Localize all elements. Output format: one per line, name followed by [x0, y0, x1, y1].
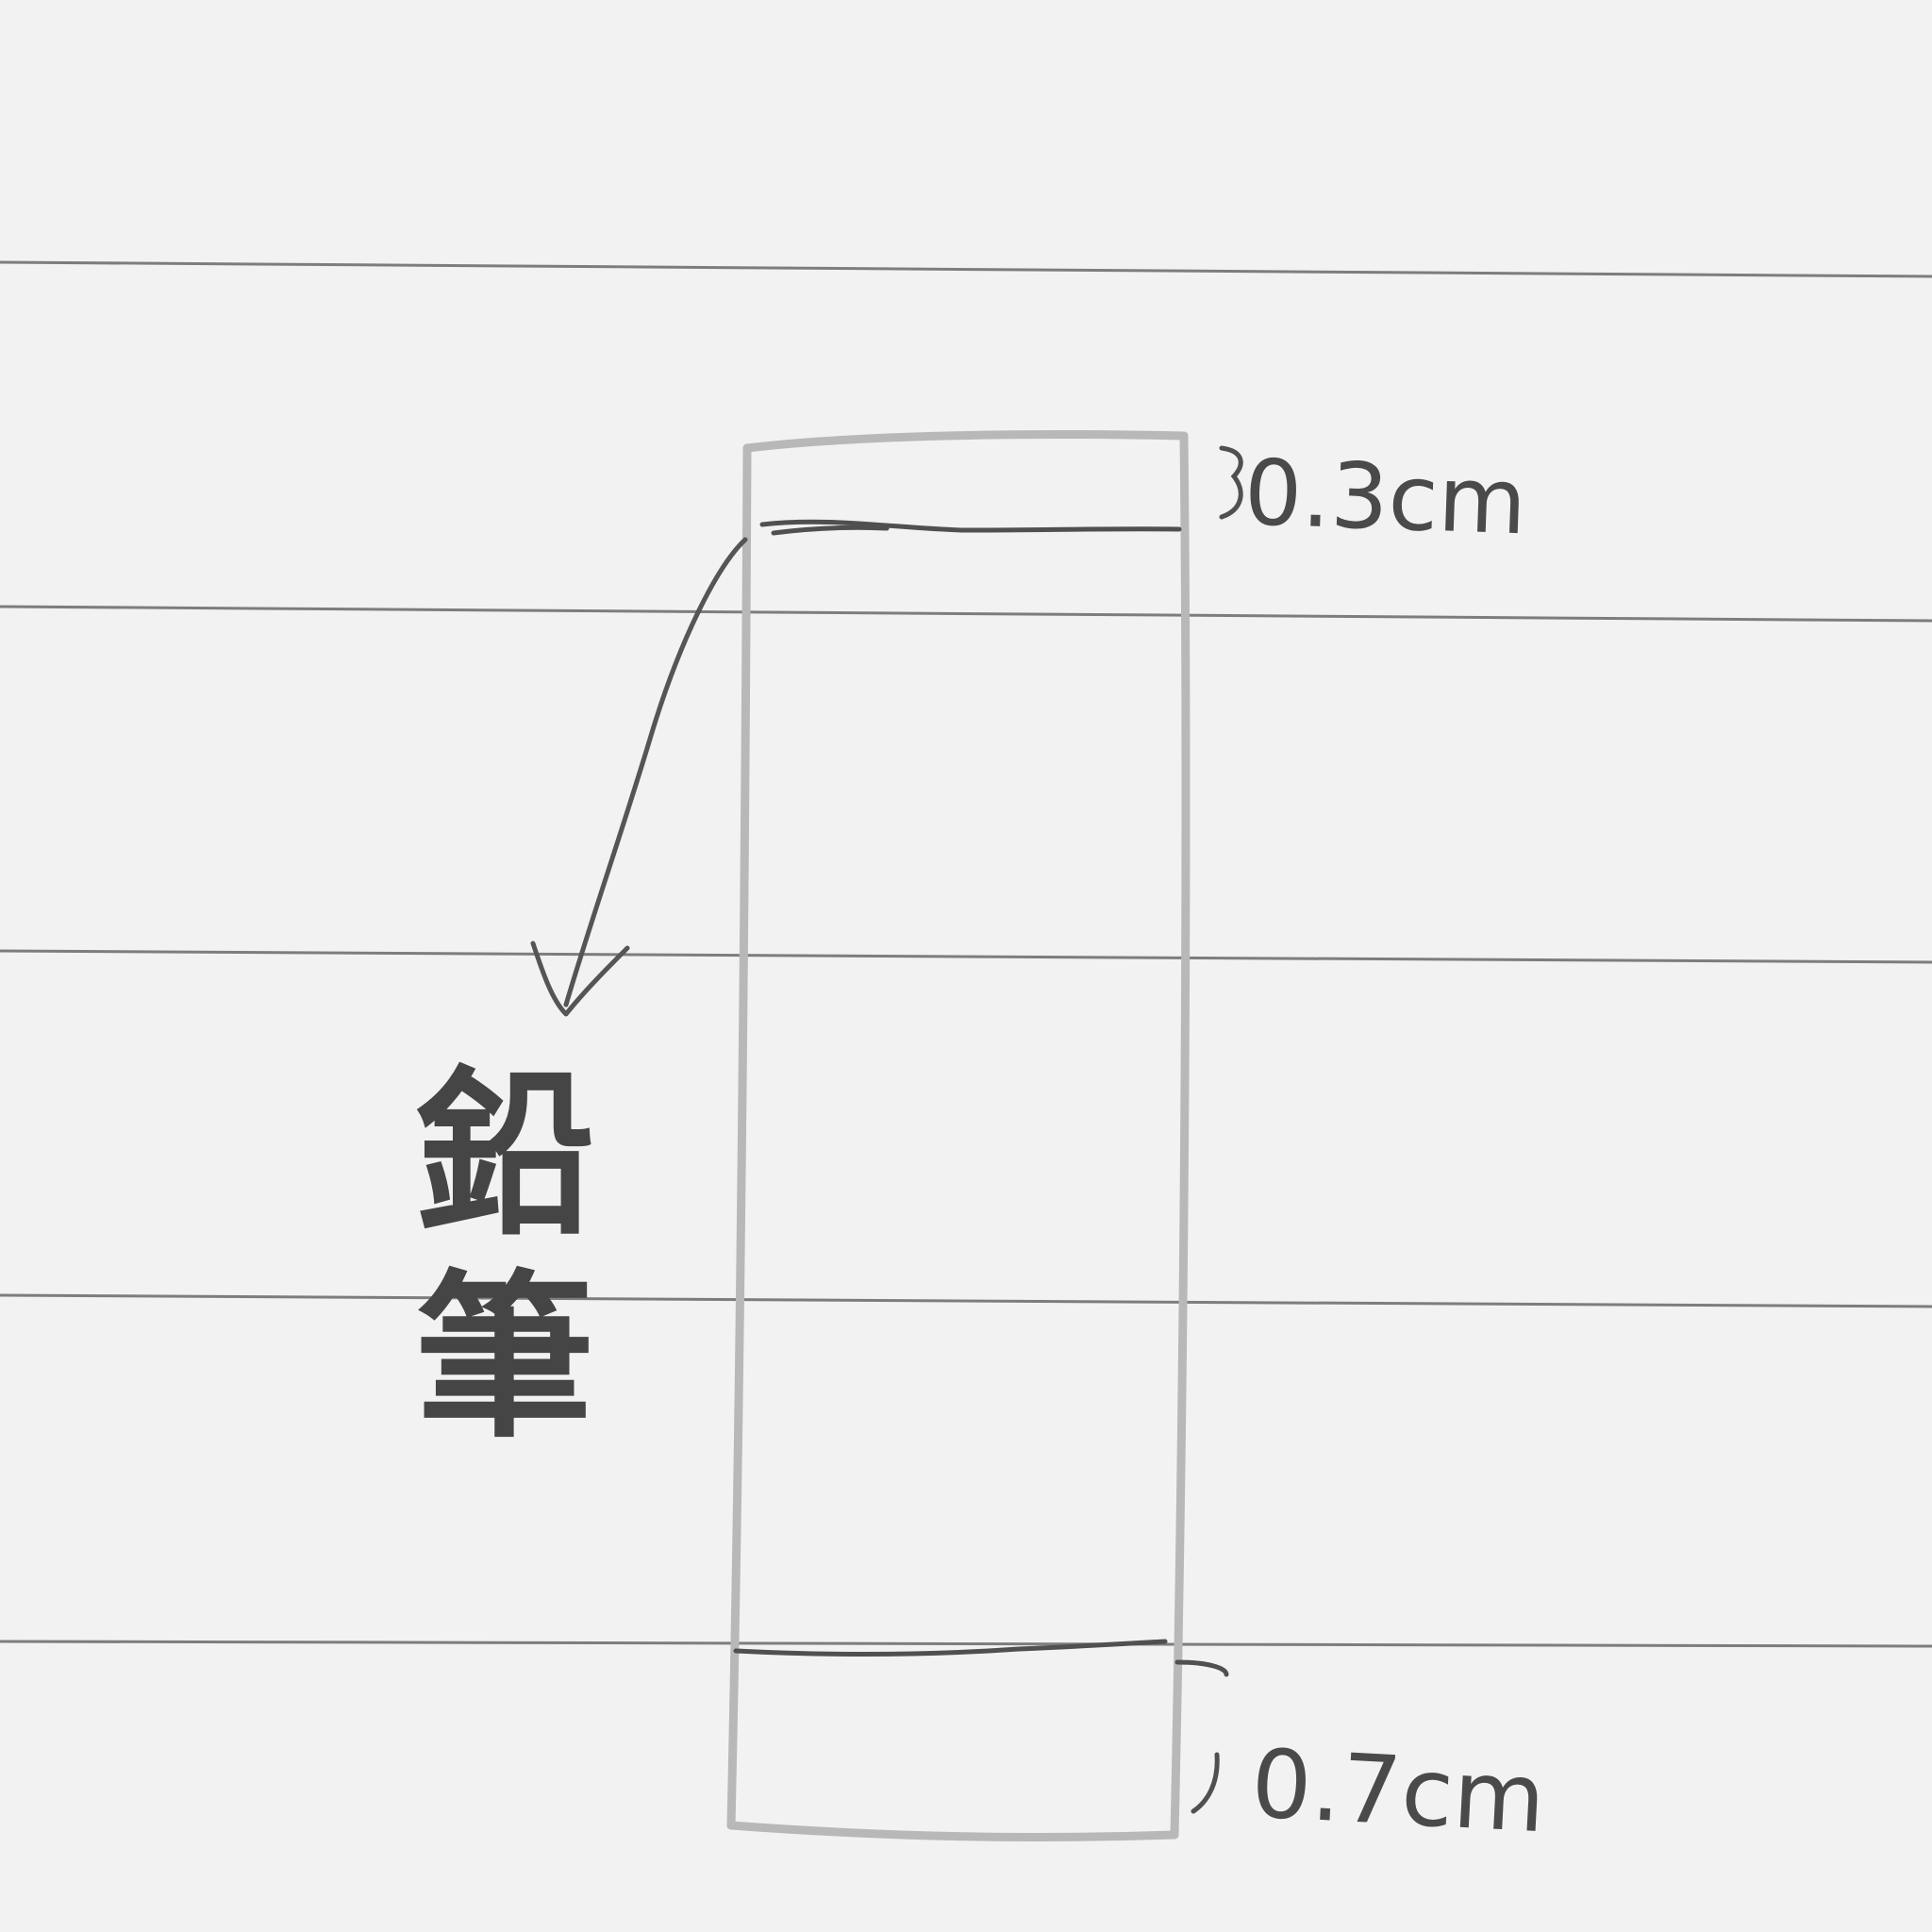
top-division-line [759, 519, 1182, 533]
top-bracket [1219, 445, 1243, 520]
ruled-line [0, 1293, 1932, 1308]
ruled-line [0, 605, 1932, 623]
bottom-dimension-label: 0.7cm [1249, 1728, 1548, 1854]
pencil-outline [726, 430, 1191, 1842]
ruled-line [0, 949, 1932, 964]
top-dimension-label: 0.3cm [1242, 440, 1528, 555]
arrow-shaft [563, 537, 748, 1008]
bottom-division-line [733, 1639, 1168, 1657]
bottom-bracket [1174, 1659, 1229, 1814]
ruled-line [0, 260, 1932, 278]
top-division-stroke [771, 525, 890, 536]
pencil-left-edge [726, 443, 752, 1830]
ruled-line [0, 1640, 1932, 1648]
pencil-label-char-1: 鉛 [415, 1051, 594, 1259]
arrow-head [530, 941, 630, 1017]
pencil-right-edge [1170, 431, 1191, 1840]
pencil-bottom-edge [726, 1821, 1179, 1842]
ruled-lines [0, 260, 1932, 1648]
pencil-top-edge [742, 430, 1189, 453]
pencil-label-char-2: 筆 [415, 1254, 594, 1462]
pointer-arrow [530, 537, 748, 1017]
division-lines [733, 519, 1182, 1657]
dimension-brackets [1174, 445, 1243, 1814]
